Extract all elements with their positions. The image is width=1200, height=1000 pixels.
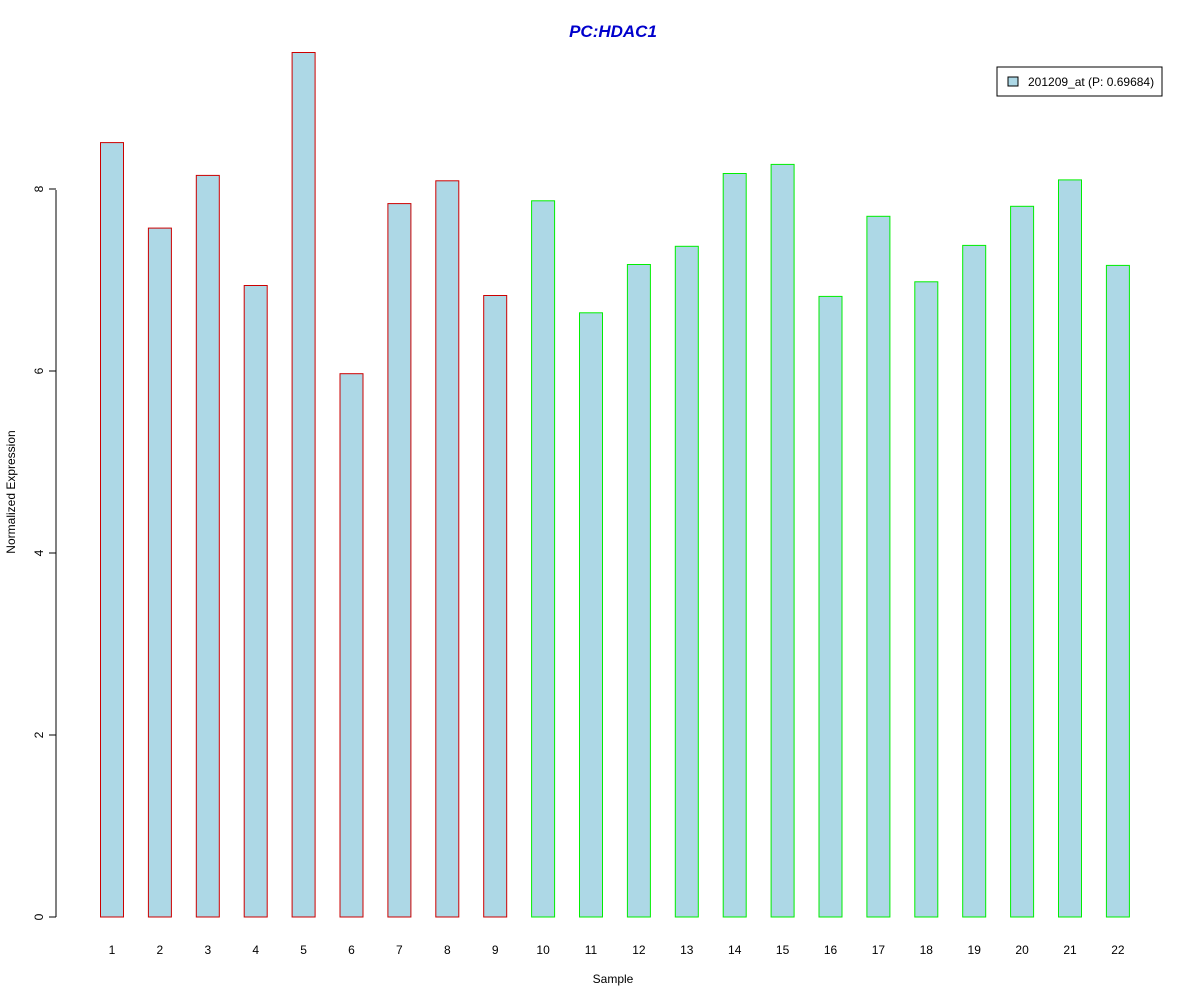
bar-sample-20: [1010, 205, 1035, 918]
x-tick-label-11: 11: [585, 943, 598, 957]
y-tick-label-6: 6: [32, 367, 46, 374]
legend-box: [996, 66, 1163, 97]
bar-sample-13: [674, 245, 699, 918]
bar-sample-8: [435, 180, 460, 918]
bar-sample-18: [914, 281, 939, 918]
legend-label: 201209_at (P: 0.69684): [1028, 75, 1154, 89]
x-tick-label-17: 17: [872, 943, 886, 957]
x-tick-label-18: 18: [920, 943, 934, 957]
x-tick-labels: 1 2 3 4 5 6 7 8 9 10 11 12 13 14 15 16 17 18 19 20 21 22: [109, 943, 1125, 957]
bars-group: [100, 52, 1130, 918]
legend: 201209_at (P: 0.69684): [996, 66, 1163, 97]
x-axis-label: Sample: [593, 972, 634, 986]
y-tick-label-2: 2: [32, 731, 46, 738]
bar-sample-2: [147, 227, 172, 918]
x-tick-label-4: 4: [252, 943, 259, 957]
bar-sample-10: [531, 200, 556, 918]
x-tick-label-14: 14: [728, 943, 742, 957]
bar-sample-12: [626, 264, 651, 918]
bar-sample-19: [962, 244, 987, 918]
x-tick-label-1: 1: [109, 943, 116, 957]
x-tick-label-16: 16: [824, 943, 838, 957]
bar-sample-7: [387, 203, 412, 918]
x-tick-label-8: 8: [444, 943, 451, 957]
x-tick-label-6: 6: [348, 943, 355, 957]
bar-sample-11: [579, 312, 603, 918]
x-tick-label-7: 7: [396, 943, 403, 957]
x-tick-label-10: 10: [536, 943, 550, 957]
bar-sample-1: [100, 142, 124, 918]
y-tick-label-4: 4: [32, 549, 46, 556]
y-axis: 0 2 4 6 8: [32, 185, 57, 920]
bar-sample-5: [291, 52, 316, 918]
x-tick-label-22: 22: [1111, 943, 1125, 957]
x-tick-label-2: 2: [157, 943, 164, 957]
bar-sample-9: [483, 295, 508, 918]
x-tick-label-19: 19: [968, 943, 982, 957]
x-tick-label-20: 20: [1015, 943, 1029, 957]
bar-sample-16: [818, 295, 843, 918]
bar-sample-17: [866, 215, 891, 918]
x-tick-label-12: 12: [632, 943, 646, 957]
x-tick-label-13: 13: [680, 943, 694, 957]
y-tick-label-8: 8: [32, 185, 46, 192]
bar-sample-3: [195, 174, 220, 918]
bar-sample-15: [770, 163, 795, 918]
x-tick-label-3: 3: [204, 943, 211, 957]
bar-sample-6: [339, 373, 364, 918]
y-tick-label-0: 0: [32, 913, 46, 920]
bar-sample-4: [243, 285, 268, 918]
x-tick-label-21: 21: [1063, 943, 1077, 957]
chart-title: PC:HDAC1: [569, 22, 657, 41]
legend-swatch: [1007, 76, 1019, 87]
x-tick-label-15: 15: [776, 943, 790, 957]
bar-sample-14: [722, 173, 747, 918]
y-axis-label: Normalized Expression: [4, 430, 18, 553]
bar-sample-22: [1105, 264, 1130, 918]
bar-sample-21: [1058, 179, 1082, 918]
x-tick-label-5: 5: [300, 943, 307, 957]
x-tick-label-9: 9: [492, 943, 499, 957]
